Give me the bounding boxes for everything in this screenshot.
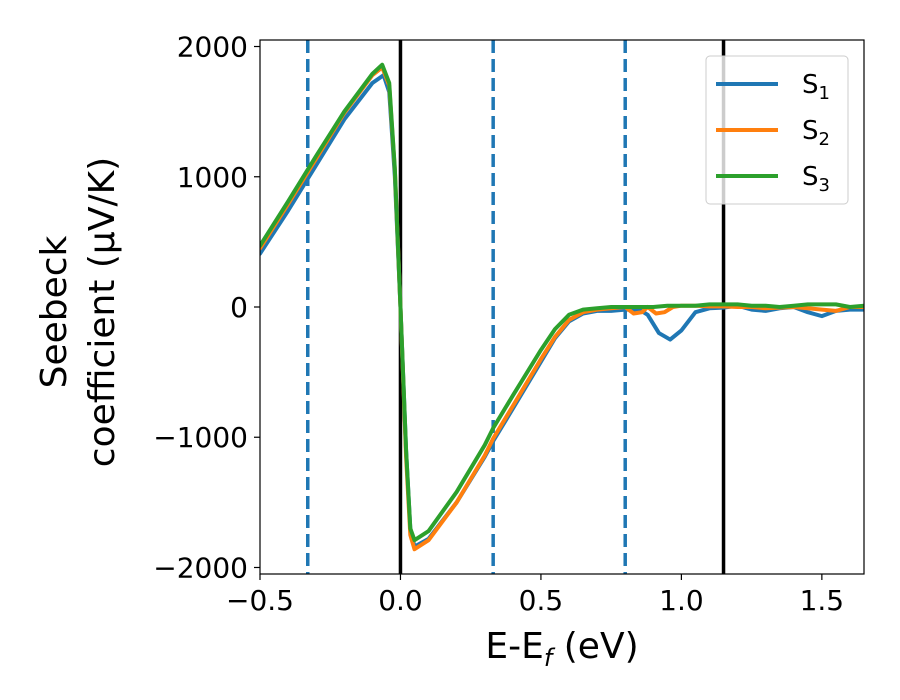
series-lines (260, 62, 864, 552)
legend-label-2: S2 (802, 116, 830, 150)
y-axis-label-line2: coefficient (μV/K) (82, 157, 123, 467)
x-tick-label: −0.5 (226, 584, 294, 617)
x-axis-label: E-Ef (eV) (485, 626, 638, 672)
y-tick-label: 0 (230, 291, 248, 324)
x-tick-label: 1.0 (659, 584, 704, 617)
x-axis-ticks: −0.5 0.0 0.5 1.0 1.5 (226, 574, 844, 617)
y-tick-label: 1000 (177, 161, 248, 194)
y-tick-label: −2000 (153, 551, 248, 584)
y-axis-label: Seebeck coefficient (μV/K) (34, 157, 123, 467)
legend-label-1: S1 (802, 70, 830, 104)
y-tick-label: −1000 (153, 421, 248, 454)
legend-label-3: S3 (802, 162, 830, 196)
x-tick-label: 1.5 (800, 584, 845, 617)
series-line-s3 (260, 62, 864, 543)
legend: S1 S2 S3 (705, 55, 849, 205)
y-axis-ticks: −2000 −1000 0 1000 2000 (153, 31, 260, 584)
x-tick-label: 0.0 (378, 584, 423, 617)
y-axis-label-line1: Seebeck (34, 235, 75, 388)
x-tick-label: 0.5 (519, 584, 564, 617)
y-tick-label: 2000 (177, 31, 248, 64)
